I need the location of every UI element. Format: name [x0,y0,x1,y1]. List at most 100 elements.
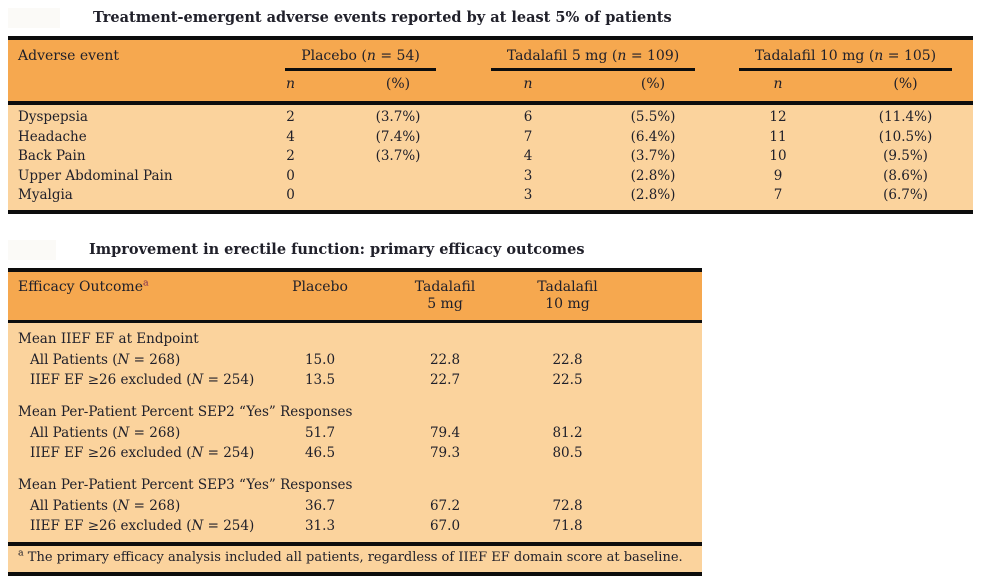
n-value: 7 [773,187,783,203]
col-header-placebo: Placebo [260,270,380,322]
table1-caption: Treatment-emergent adverse events report… [8,6,981,30]
table2-title: Improvement in erectile function: primar… [89,240,585,258]
placebo-value: 13.5 [304,371,336,388]
section-heading: Mean Per-Patient Percent SEP2 “Yes” Resp… [18,403,353,420]
section-heading-row: Mean Per-Patient Percent SEP3 “Yes” Resp… [8,463,702,496]
n-value: 4 [523,148,533,164]
col-group-tadalafil-10mg-title: Tadalafil 10 mg (n = 105) [738,48,953,71]
table-row: Back Pain 2 (3.7%) 4 (3.7%) 10 (9.5%) [8,147,973,167]
outcome-label: All Patients (N = 268) [30,351,181,368]
tadalafil-10mg-value: 22.5 [552,371,583,388]
pct-value: (3.7%) [375,148,421,164]
adverse-events-table: Adverse event Placebo (n = 54) Tadalafil… [8,36,974,214]
table-row: Dyspepsia 2 (3.7%) 6 (5.5%) 12 (11.4%) [8,103,973,128]
table2-caption: Improvement in erectile function: primar… [8,238,981,262]
row-spacer [625,423,702,443]
n-value: 2 [286,109,295,125]
outcome-label: IIEF EF ≥26 excluded (N = 254) [30,517,255,534]
table-row: Myalgia 0 3 (2.8%) 7 (6.7%) [8,186,973,212]
n-value: 7 [523,128,533,145]
tadalafil-5mg-value: 67.2 [429,497,461,514]
placebo-value: 36.7 [304,497,336,514]
efficacy-outcomes-table: Efficacy Outcomea Placebo Tadalafil 5 mg… [8,267,702,576]
adverse-events-table-body: Dyspepsia 2 (3.7%) 6 (5.5%) 12 (11.4%) H… [8,103,974,212]
adverse-event-name: Myalgia [18,187,73,203]
n-value: 0 [286,167,295,184]
header-row: Efficacy Outcomea Placebo Tadalafil 5 mg… [8,270,702,322]
section-heading: Mean Per-Patient Percent SEP3 “Yes” Resp… [18,476,353,493]
col-header-line1: Tadalafil [537,278,598,295]
pct-value: (2.8%) [630,167,676,184]
col-header-tadalafil-10mg: Tadalafil 10 mg [510,270,625,322]
n-value: 11 [769,128,787,145]
table-row: Upper Abdominal Pain 0 3 (2.8%) 9 (8.6%) [8,167,973,187]
table-row: IIEF EF ≥26 excluded (N = 254) 31.3 67.0… [8,516,702,544]
adverse-event-name: Upper Abdominal Pain [18,167,173,184]
efficacy-table-header: Efficacy Outcomea Placebo Tadalafil 5 mg… [8,269,702,322]
redacted-table-number-box [8,8,60,28]
row-spacer [625,350,702,370]
pct-value: (6.7%) [883,187,928,203]
col-group-tadalafil-10mg: Tadalafil 10 mg (n = 105) [718,38,973,71]
header-spacer [625,270,702,322]
n-value: 10 [769,148,787,164]
n-value: 4 [286,128,295,145]
tadalafil-5mg-value: 67.0 [429,517,461,534]
n-value: 9 [773,167,783,184]
placebo-value: 46.5 [304,444,336,461]
col-header-line1: Placebo [292,278,348,295]
subcol-tadalafil-10mg-n: n [773,76,783,92]
table-row: All Patients (N = 268) 51.7 79.4 81.2 [8,423,702,443]
outcome-label: All Patients (N = 268) [30,497,181,514]
pct-value: (3.7%) [630,148,676,164]
col-header-tadalafil-5mg: Tadalafil 5 mg [380,270,510,322]
col-group-tadalafil-5mg-title: Tadalafil 5 mg (n = 109) [490,48,696,71]
n-value: 3 [523,187,533,203]
pct-value: (2.8%) [630,187,676,203]
placebo-value: 15.0 [304,351,336,368]
n-value: 2 [286,148,295,164]
tadalafil-10mg-value: 81.2 [552,424,583,441]
pct-value: (3.7%) [375,109,421,125]
tadalafil-10mg-value: 71.8 [552,517,583,534]
pct-value: (10.5%) [878,128,933,145]
adverse-events-table-header: Adverse event Placebo (n = 54) Tadalafil… [8,38,974,103]
col-group-placebo-title: Placebo (n = 54) [285,48,436,71]
table-row: IIEF EF ≥26 excluded (N = 254) 13.5 22.7… [8,370,702,390]
subcol-placebo-pct: (%) [385,76,411,92]
subcol-tadalafil-5mg-pct: (%) [640,76,666,92]
pct-value: (7.4%) [375,128,421,145]
col-group-placebo: Placebo (n = 54) [253,38,468,71]
outcome-label: IIEF EF ≥26 excluded (N = 254) [30,371,255,388]
table1-title: Treatment-emergent adverse events report… [93,9,672,26]
table-row: Headache 4 (7.4%) 7 (6.4%) 11 (10.5%) [8,128,973,148]
tadalafil-5mg-value: 22.8 [429,351,461,368]
col-header-line2: 5 mg [427,295,463,312]
subcol-placebo-n: n [285,76,296,92]
table-row: All Patients (N = 268) 36.7 67.2 72.8 [8,496,702,516]
efficacy-table-body: Mean IIEF EF at Endpoint All Patients (N… [8,321,702,544]
col-header-line2: 10 mg [545,295,590,312]
footnote-row: a The primary efficacy analysis included… [8,541,702,574]
col-header-line1: Tadalafil [414,278,476,295]
page: Treatment-emergent adverse events report… [0,6,981,576]
n-value: 12 [769,109,787,125]
efficacy-table-footer: a The primary efficacy analysis included… [8,541,702,574]
redacted-table-number-box [8,239,56,260]
subcol-tadalafil-10mg-pct: (%) [893,76,918,92]
tadalafil-10mg-value: 22.8 [552,351,583,368]
subcol-tadalafil-5mg-n: n [523,76,533,92]
tadalafil-10mg-value: 72.8 [552,497,583,514]
table2-footnote: a The primary efficacy analysis included… [8,541,702,574]
tadalafil-10mg-value: 80.5 [552,444,583,461]
col-header-adverse-event: Adverse event [18,48,120,64]
outcome-label: IIEF EF ≥26 excluded (N = 254) [30,444,255,461]
adverse-event-name: Back Pain [18,148,86,164]
section-heading-row: Mean IIEF EF at Endpoint [8,321,702,350]
table-row: IIEF EF ≥26 excluded (N = 254) 46.5 79.3… [8,443,702,463]
placebo-value: 51.7 [304,424,336,441]
pct-value [328,167,468,187]
pct-value: (5.5%) [630,109,676,125]
section-heading: Mean IIEF EF at Endpoint [18,330,199,347]
section-heading-row: Mean Per-Patient Percent SEP2 “Yes” Resp… [8,390,702,423]
